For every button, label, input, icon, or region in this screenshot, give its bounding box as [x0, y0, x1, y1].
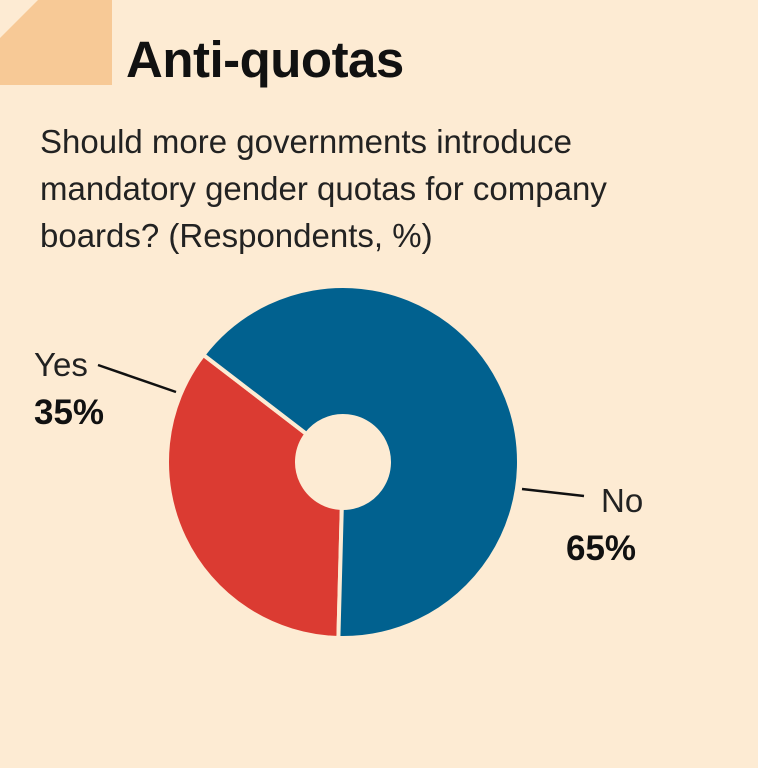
slice-no	[201, 284, 521, 640]
slice-value-no: 65%	[566, 529, 636, 568]
yes-leader-line	[97, 363, 177, 394]
chart-title: Anti-quotas	[126, 31, 404, 88]
slice-yes	[165, 352, 344, 640]
no-leader-line	[521, 487, 585, 498]
chart-subtitle: Should more governments introduce mandat…	[40, 123, 607, 254]
slice-label-no: No	[601, 482, 643, 519]
slice-label-yes: Yes	[34, 346, 88, 383]
corner-fold-decoration	[0, 0, 112, 85]
slice-value-yes: 35%	[34, 393, 104, 432]
